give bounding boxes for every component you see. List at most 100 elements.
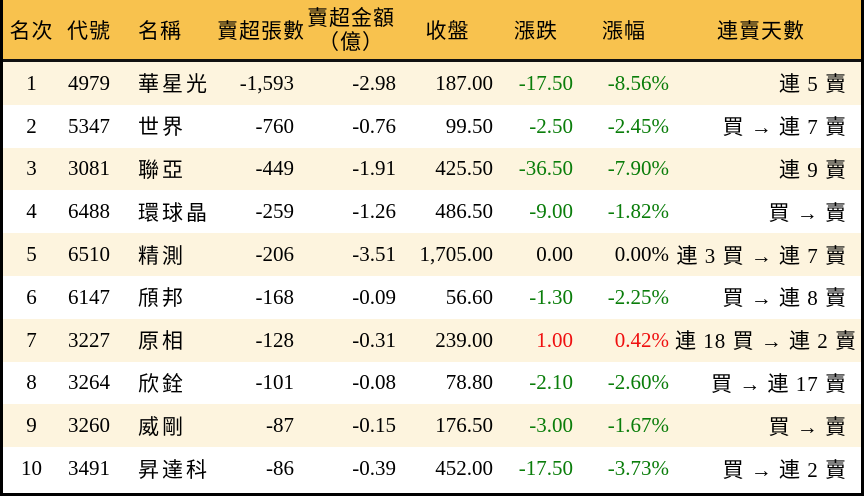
- cell-close: 1,705.00: [419, 242, 494, 267]
- cell-rank: 1: [26, 70, 37, 95]
- cell-rank: 2: [26, 113, 37, 138]
- cell-streak: 連 5 賣: [779, 72, 847, 97]
- column-header-rank: 名次: [9, 18, 54, 43]
- column-header-code: 代號: [67, 18, 111, 43]
- cell-change: -2.50: [529, 113, 573, 138]
- cell-change-pct: -2.60%: [607, 370, 669, 395]
- cell-amount: -0.76: [352, 113, 396, 138]
- cell-change-pct: -3.73%: [607, 456, 669, 481]
- cell-change: -17.50: [518, 456, 573, 481]
- cell-stock-code: 3227: [68, 327, 110, 352]
- table-row: 10 3491 昇達科 -86 -0.39 452.00 -17.50 -3.7…: [3, 447, 861, 490]
- cell-change: 0.00: [536, 242, 573, 267]
- table-row: 6 6147 頎邦 -168 -0.09 56.60 -1.30 -2.25% …: [3, 275, 861, 319]
- cell-amount: -0.31: [352, 327, 396, 352]
- cell-change: -9.00: [529, 199, 573, 224]
- cell-change-pct: -2.25%: [607, 284, 669, 309]
- table-row: 1 4979 華星光 -1,593 -2.98 187.00 -17.50 -8…: [3, 62, 861, 105]
- cell-streak: 買 → 連 17 賣: [711, 371, 847, 396]
- cell-streak: 連 3 買 → 連 7 賣: [676, 243, 847, 268]
- table-row: 4 6488 環球晶 -259 -1.26 486.50 -9.00 -1.82…: [3, 190, 861, 234]
- cell-rank: 7: [26, 327, 37, 352]
- cell-streak: 買 → 賣: [768, 200, 847, 225]
- cell-amount: -3.51: [352, 242, 396, 267]
- cell-change-pct: 0.42%: [614, 327, 669, 352]
- cell-amount: -1.26: [352, 199, 396, 224]
- column-header-amount: 賣超金額 （億）: [307, 5, 395, 54]
- cell-change: -36.50: [518, 156, 573, 181]
- cell-streak: 連 18 買 → 連 2 賣: [675, 329, 857, 354]
- cell-stock-code: 5347: [68, 113, 110, 138]
- cell-volume: -87: [266, 413, 294, 438]
- cell-volume: -259: [255, 199, 295, 224]
- cell-streak: 買 → 連 7 賣: [722, 115, 847, 140]
- table-row: 5 6510 精測 -206 -3.51 1,705.00 0.00 0.00%…: [3, 233, 861, 276]
- column-header-streak: 連賣天數: [717, 18, 805, 43]
- cell-change-pct: -1.82%: [607, 199, 669, 224]
- table-row: 3 3081 聯亞 -449 -1.91 425.50 -36.50 -7.90…: [3, 147, 861, 191]
- cell-close: 425.50: [435, 156, 493, 181]
- cell-amount: -0.39: [352, 456, 396, 481]
- column-header-name: 名稱: [138, 18, 182, 43]
- cell-close: 486.50: [435, 199, 493, 224]
- cell-amount: -2.98: [352, 70, 396, 95]
- cell-rank: 8: [26, 370, 37, 395]
- cell-rank: 5: [26, 242, 37, 267]
- table-body: 1 4979 華星光 -1,593 -2.98 187.00 -17.50 -8…: [3, 62, 861, 490]
- cell-stock-code: 3260: [68, 413, 110, 438]
- cell-stock-code: 6488: [68, 199, 110, 224]
- cell-change-pct: -1.67%: [607, 413, 669, 438]
- cell-close: 78.80: [445, 370, 493, 395]
- cell-close: 452.00: [435, 456, 493, 481]
- cell-amount: -0.08: [352, 370, 396, 395]
- cell-amount: -0.15: [352, 413, 396, 438]
- cell-stock-name: 華星光: [138, 72, 210, 97]
- cell-volume: -168: [255, 284, 295, 309]
- table-header-row: 名次 代號 名稱 賣超張數 賣超金額 （億） 收盤 漲跌 漲幅 連賣天數: [3, 0, 861, 62]
- column-header-change-pct: 漲幅: [602, 18, 646, 43]
- cell-volume: -760: [255, 113, 295, 138]
- cell-stock-code: 3491: [68, 456, 110, 481]
- cell-volume: -1,593: [239, 70, 294, 95]
- cell-streak: 買 → 連 2 賣: [722, 457, 847, 482]
- column-header-close: 收盤: [425, 18, 470, 43]
- cell-stock-name: 昇達科: [138, 457, 210, 482]
- cell-stock-code: 3081: [68, 156, 110, 181]
- cell-change: -2.10: [529, 370, 573, 395]
- column-header-change: 漲跌: [514, 18, 558, 43]
- table-row: 9 3260 威剛 -87 -0.15 176.50 -3.00 -1.67% …: [3, 404, 861, 448]
- cell-streak: 買 → 賣: [768, 414, 847, 439]
- cell-stock-code: 4979: [68, 70, 110, 95]
- cell-volume: -449: [255, 156, 295, 181]
- cell-stock-name: 原相: [138, 329, 186, 354]
- cell-rank: 10: [21, 456, 42, 481]
- cell-close: 187.00: [435, 70, 493, 95]
- cell-amount: -1.91: [352, 156, 396, 181]
- cell-change-pct: -7.90%: [607, 156, 669, 181]
- cell-streak: 連 9 賣: [779, 157, 847, 182]
- cell-change: -17.50: [518, 70, 573, 95]
- cell-stock-name: 威剛: [138, 414, 186, 439]
- table-row: 2 5347 世界 -760 -0.76 99.50 -2.50 -2.45% …: [3, 104, 861, 148]
- table-row: 8 3264 欣銓 -101 -0.08 78.80 -2.10 -2.60% …: [3, 361, 861, 405]
- column-header-volume: 賣超張數: [217, 18, 305, 43]
- cell-close: 239.00: [435, 327, 493, 352]
- cell-rank: 3: [26, 156, 37, 181]
- cell-stock-code: 6510: [68, 242, 110, 267]
- cell-change: -3.00: [529, 413, 573, 438]
- cell-volume: -128: [255, 327, 295, 352]
- cell-change-pct: 0.00%: [614, 242, 669, 267]
- cell-stock-name: 頎邦: [138, 286, 186, 311]
- cell-stock-code: 6147: [68, 284, 110, 309]
- cell-close: 56.60: [445, 284, 493, 309]
- cell-stock-code: 3264: [68, 370, 110, 395]
- cell-volume: -101: [255, 370, 295, 395]
- cell-streak: 買 → 連 8 賣: [722, 286, 847, 311]
- cell-volume: -86: [266, 456, 294, 481]
- cell-change-pct: -2.45%: [607, 113, 669, 138]
- cell-rank: 9: [26, 413, 37, 438]
- cell-stock-name: 欣銓: [138, 371, 186, 396]
- cell-stock-name: 精測: [138, 243, 186, 268]
- cell-stock-name: 世界: [138, 115, 186, 140]
